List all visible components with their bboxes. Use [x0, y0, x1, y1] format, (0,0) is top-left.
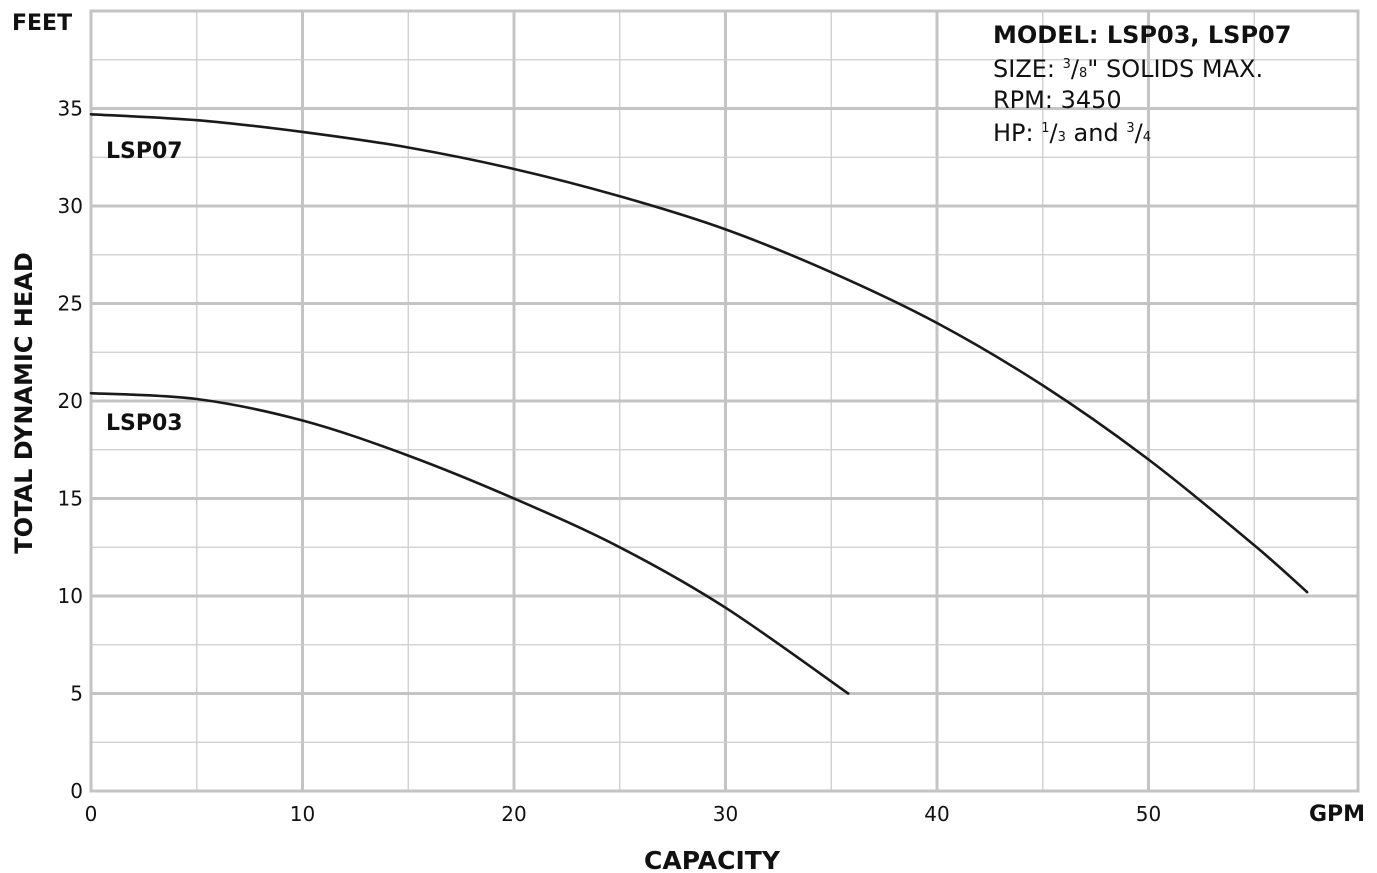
- model-text: MODEL: LSP03, LSP07: [993, 21, 1291, 49]
- x-tick-label: 40: [924, 802, 949, 826]
- series-label-lsp07: LSP07: [106, 139, 183, 164]
- grid: [89, 9, 1360, 793]
- hp-text: HP: 1/3 and 3/4: [993, 119, 1151, 147]
- x-axis-title: CAPACITY: [644, 846, 781, 873]
- x-tick-label: 0: [85, 802, 98, 826]
- y-tick-label: 0: [70, 779, 83, 803]
- y-tick-label: 5: [70, 682, 83, 706]
- tick-labels: 0 10 20 30 40 50 0 5 10 15 20 25 30 35: [58, 97, 1162, 827]
- x-tick-label: 10: [290, 802, 315, 826]
- x-unit-label: GPM: [1309, 802, 1365, 827]
- series-label-lsp03: LSP03: [106, 411, 183, 436]
- curve-lsp07: [89, 113, 1309, 594]
- x-tick-label: 50: [1136, 802, 1161, 826]
- x-tick-label: 20: [501, 802, 526, 826]
- x-tick-label: 30: [713, 802, 738, 826]
- size-text: SIZE: 3/8" SOLIDS MAX.: [993, 55, 1263, 83]
- y-tick-label: 25: [58, 292, 83, 316]
- y-tick-label: 20: [58, 389, 83, 413]
- y-tick-label: 15: [58, 487, 83, 511]
- rpm-text: RPM: 3450: [993, 86, 1122, 114]
- plot-frame: [89, 9, 1360, 793]
- model-info-box: MODEL: LSP03, LSP07 SIZE: 3/8" SOLIDS MA…: [993, 21, 1291, 147]
- curve-lsp03: [89, 391, 850, 695]
- curves: [89, 113, 1309, 695]
- y-axis-title: TOTAL DYNAMIC HEAD: [10, 252, 38, 553]
- y-unit-label: FEET: [12, 11, 72, 36]
- y-tick-label: 30: [58, 194, 83, 218]
- y-tick-label: 35: [58, 97, 83, 121]
- y-tick-label: 10: [58, 584, 83, 608]
